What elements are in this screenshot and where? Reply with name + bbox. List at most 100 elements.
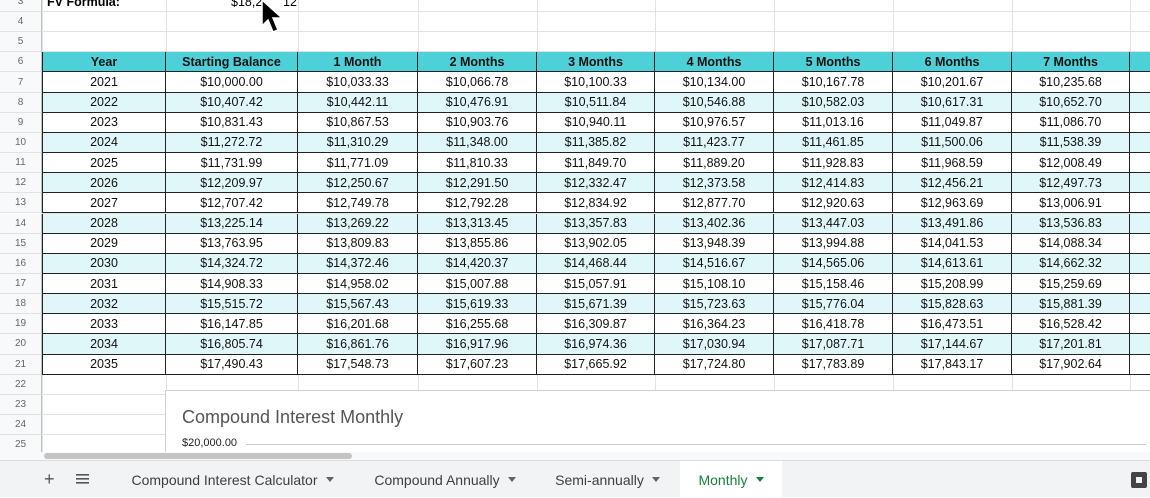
gridline: [42, 31, 1150, 33]
data-cell: $11,385.82: [537, 132, 655, 154]
data-cell: $10,903.76: [418, 112, 537, 133]
data-cell: $10,000.00: [166, 72, 298, 93]
gridline: [246, 444, 1146, 445]
cell: [1130, 112, 1150, 133]
data-cell: $14,372.46: [298, 253, 418, 274]
data-cell: $12,707.42: [166, 193, 298, 214]
data-cell: $10,867.53: [298, 112, 418, 133]
data-cell: 2028: [42, 213, 166, 234]
chart-preview[interactable]: Compound Interest Monthly $20,000.00: [165, 390, 1150, 460]
data-cell: $15,057.91: [537, 273, 655, 295]
data-cell: $17,843.17: [893, 354, 1012, 375]
explore-button[interactable]: [1127, 469, 1150, 491]
row-number: 7: [0, 72, 42, 93]
cell: [1130, 173, 1150, 194]
data-cell: $16,861.76: [298, 334, 418, 355]
data-cell: $16,528.42: [1012, 314, 1130, 335]
cell: [1130, 92, 1150, 113]
add-sheet-button[interactable]: +: [44, 469, 55, 489]
row-number: 4: [0, 12, 42, 33]
data-cell: $17,030.94: [655, 334, 774, 355]
row-number: 13: [0, 193, 42, 214]
sheet-tab[interactable]: Compound Annually: [355, 461, 535, 498]
cell: [1130, 132, 1150, 154]
data-cell: $14,324.72: [166, 253, 298, 274]
data-cell: 2027: [42, 193, 166, 214]
data-cell: $14,041.53: [893, 233, 1012, 254]
row-number: 11: [0, 153, 42, 174]
data-cell: $12,008.49: [1012, 153, 1130, 174]
data-cell: $12,373.58: [655, 173, 774, 194]
row-number: 10: [0, 132, 42, 154]
sheet-tab[interactable]: Semi-annually: [535, 461, 680, 498]
data-cell: $15,619.33: [418, 294, 537, 315]
cell: [1130, 334, 1150, 355]
data-cell: $13,269.22: [298, 213, 418, 234]
data-cell: $12,332.47: [537, 173, 655, 194]
data-cell: $10,134.00: [655, 72, 774, 93]
data-cell: $12,209.97: [166, 173, 298, 194]
data-cell: $14,613.61: [893, 253, 1012, 274]
data-cell: $12,834.92: [537, 193, 655, 214]
data-cell: $14,908.33: [166, 273, 298, 295]
row-number: 18: [0, 294, 42, 315]
data-cell: $10,100.33: [537, 72, 655, 93]
header-cell: 6 Months: [893, 52, 1012, 73]
data-cell: $13,447.03: [774, 213, 893, 234]
dropdown-arrow[interactable]: [325, 477, 334, 482]
data-cell: $16,201.68: [298, 314, 418, 335]
data-cell: $13,402.36: [655, 213, 774, 234]
cell: [1130, 72, 1150, 93]
data-cell: $10,167.78: [774, 72, 893, 93]
data-cell: $10,582.03: [774, 92, 893, 113]
row-number: 9: [0, 112, 42, 133]
header-cell: 3 Months: [537, 52, 655, 73]
data-cell: 2021: [42, 72, 166, 93]
cell: [1130, 273, 1150, 295]
data-cell: $17,201.81: [1012, 334, 1130, 355]
data-cell: $17,607.23: [418, 354, 537, 375]
data-cell: 2031: [42, 273, 166, 295]
data-cell: $17,087.71: [774, 334, 893, 355]
data-cell: $14,565.06: [774, 253, 893, 274]
scrollbar-thumb[interactable]: [44, 453, 352, 459]
data-cell: $13,948.39: [655, 233, 774, 254]
all-sheets-button[interactable]: [76, 473, 90, 485]
dropdown-arrow[interactable]: [507, 477, 516, 482]
data-cell: $11,086.70: [1012, 112, 1130, 133]
sheet-tab[interactable]: Compound Interest Calculator: [110, 461, 355, 498]
cell: [1130, 294, 1150, 315]
data-cell: $12,497.73: [1012, 173, 1130, 194]
sheet-tab[interactable]: Monthly: [680, 461, 782, 498]
dropdown-arrow[interactable]: [651, 477, 660, 482]
data-cell: $10,476.91: [418, 92, 537, 113]
data-cell: 2030: [42, 253, 166, 274]
chart-title: Compound Interest Monthly: [182, 407, 404, 427]
row-number: 15: [0, 233, 42, 254]
scrollbar-track: [0, 452, 1150, 460]
row-number: 21: [0, 354, 42, 375]
data-cell: $12,456.21: [893, 173, 1012, 194]
cell: [1130, 193, 1150, 214]
fv-label: FV Formula:: [47, 0, 120, 9]
data-cell: $10,976.57: [655, 112, 774, 133]
dropdown-arrow[interactable]: [755, 477, 764, 482]
data-cell: $14,088.34: [1012, 233, 1130, 254]
gridline: [42, 11, 1150, 12]
data-cell: $10,617.31: [893, 92, 1012, 113]
data-cell: $16,974.36: [537, 334, 655, 355]
data-cell: $10,201.67: [893, 72, 1012, 93]
data-cell: $15,828.63: [893, 294, 1012, 315]
data-cell: $10,831.43: [166, 112, 298, 133]
data-cell: $16,309.87: [537, 314, 655, 335]
data-cell: $10,033.33: [298, 72, 418, 93]
header-cell: Year: [42, 52, 166, 73]
axis-label: $20,000.00: [182, 437, 238, 449]
data-cell: $15,108.10: [655, 273, 774, 295]
data-cell: $10,407.42: [166, 92, 298, 113]
data-cell: $14,516.67: [655, 253, 774, 274]
header-cell: 7 Months: [1012, 52, 1130, 73]
data-cell: $16,255.68: [418, 314, 537, 335]
row-number: 22: [0, 374, 42, 395]
